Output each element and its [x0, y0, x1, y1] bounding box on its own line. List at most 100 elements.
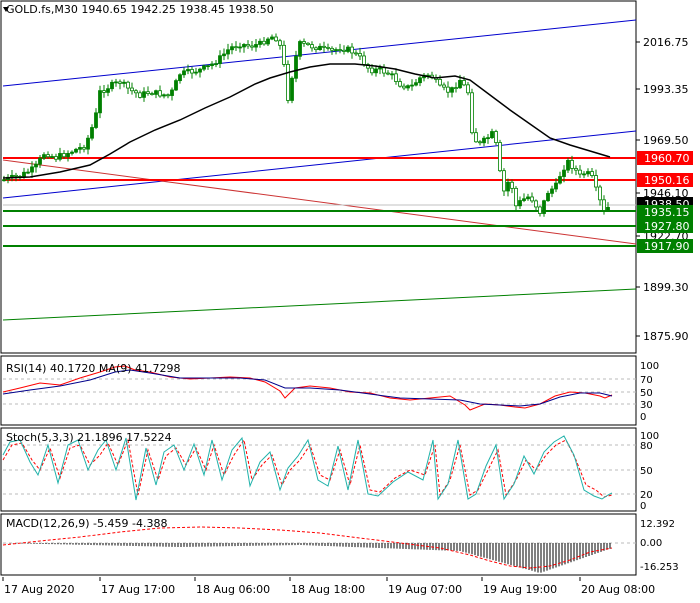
candle-body — [386, 72, 390, 75]
channel-lower-line[interactable] — [2, 130, 637, 199]
candle-body — [306, 42, 310, 45]
candle-body — [26, 171, 30, 174]
candle-body — [30, 166, 34, 173]
chart-header: GOLD.fs,M30 1940.65 1942.25 1938.45 1938… — [6, 3, 274, 16]
candlestick-series — [2, 33, 610, 217]
candle-body — [286, 63, 290, 101]
candle-body — [114, 81, 118, 84]
candle-body — [134, 90, 138, 94]
candle-body — [186, 69, 190, 72]
candle-body — [122, 81, 126, 84]
candle-body — [334, 49, 338, 51]
candle-body — [70, 151, 74, 154]
candle-body — [458, 80, 462, 89]
candle-body — [494, 131, 498, 143]
price-label-1935: 1935.15 — [637, 205, 693, 219]
candle-body — [346, 46, 350, 52]
candle-body — [578, 169, 582, 175]
candle-body — [606, 206, 610, 211]
candle-body — [454, 87, 458, 90]
candle-body — [442, 84, 446, 88]
svg-text:1950.16: 1950.16 — [644, 174, 690, 187]
macd-panel[interactable]: MACD(12,26,9) -5.459 -4.388 — [0, 513, 637, 576]
rsi-panel-frame — [0, 355, 637, 426]
candle-body — [254, 44, 258, 48]
svg-text:1946.10: 1946.10 — [643, 187, 689, 200]
candle-body — [590, 171, 594, 176]
svg-text:0.00: 0.00 — [640, 538, 662, 549]
candle-body — [110, 81, 114, 90]
time-label: 20 Aug 08:00 — [581, 583, 655, 596]
candle-body — [558, 176, 562, 184]
price-panel[interactable]: GOLD.fs,M30 1940.65 1942.25 1938.45 1938… — [0, 0, 637, 354]
long-support-line[interactable] — [2, 288, 637, 321]
candle-body — [366, 64, 370, 69]
price-label-1917: 1917.90 — [637, 239, 693, 253]
candle-body — [570, 159, 574, 169]
candle-body — [414, 82, 418, 86]
candle-body — [390, 73, 394, 76]
candle-body — [282, 44, 286, 65]
candle-body — [382, 67, 386, 74]
candle-body — [102, 90, 106, 93]
dropdown-arrow-icon[interactable] — [3, 7, 9, 12]
svg-text:1927.80: 1927.80 — [644, 220, 690, 233]
descending-trend-line[interactable] — [2, 159, 637, 245]
candle-body — [234, 46, 238, 49]
candle-body — [582, 173, 586, 176]
macd-axis: 12.392 0.00 -16.253 — [640, 519, 679, 573]
channel-upper-line[interactable] — [2, 19, 637, 87]
price-axis: 2016.75 1993.35 1969.50 1946.10 1922.70 … — [636, 36, 693, 343]
candle-body — [46, 154, 50, 158]
price-label-1960: 1960.70 — [637, 151, 693, 165]
candle-body — [22, 171, 26, 178]
candle-body — [318, 45, 322, 51]
candle-body — [298, 41, 302, 57]
price-tick: 1875.90 — [636, 330, 689, 343]
candle-body — [594, 175, 598, 188]
candle-body — [574, 168, 578, 171]
candle-body — [406, 85, 410, 89]
price-label-1950: 1950.16 — [637, 173, 693, 187]
candle-body — [418, 77, 422, 84]
candle-body — [522, 198, 526, 201]
candle-body — [410, 84, 414, 87]
candle-body — [438, 79, 442, 86]
candle-body — [174, 80, 178, 91]
svg-text:100: 100 — [640, 361, 659, 372]
candle-body — [118, 81, 122, 84]
candle-body — [222, 53, 226, 57]
candle-body — [514, 187, 518, 207]
candle-body — [126, 81, 130, 89]
candle-body — [402, 85, 406, 89]
candle-body — [2, 179, 6, 182]
candle-body — [158, 90, 162, 97]
svg-text:50: 50 — [640, 388, 653, 399]
price-tick: 1969.50 — [636, 134, 689, 147]
candle-body — [210, 63, 214, 67]
candle-body — [362, 55, 366, 65]
rsi-panel[interactable]: RSI(14) 40.1720 MA(9) 41.7298 — [0, 355, 637, 426]
svg-text:1935.15: 1935.15 — [644, 206, 690, 219]
candle-body — [34, 163, 38, 168]
candle-body — [38, 157, 42, 165]
candle-body — [150, 93, 154, 95]
candle-body — [166, 94, 170, 97]
candle-body — [74, 148, 78, 153]
price-panel-frame — [0, 0, 637, 354]
svg-text:50: 50 — [640, 466, 653, 477]
candle-body — [50, 156, 54, 158]
candle-body — [78, 147, 82, 150]
stochastic-panel[interactable]: Stoch(5,3,3) 21.1896 17.5224 — [0, 427, 637, 512]
candle-body — [194, 71, 198, 74]
candle-body — [450, 87, 454, 93]
candle-body — [506, 181, 510, 192]
macd-header: MACD(12,26,9) -5.459 -4.388 — [6, 517, 167, 530]
svg-text:0: 0 — [640, 412, 646, 423]
candle-body — [170, 89, 174, 96]
svg-text:20: 20 — [640, 490, 653, 501]
svg-text:1875.90: 1875.90 — [643, 330, 689, 343]
candle-body — [526, 196, 530, 200]
candle-body — [350, 46, 354, 54]
